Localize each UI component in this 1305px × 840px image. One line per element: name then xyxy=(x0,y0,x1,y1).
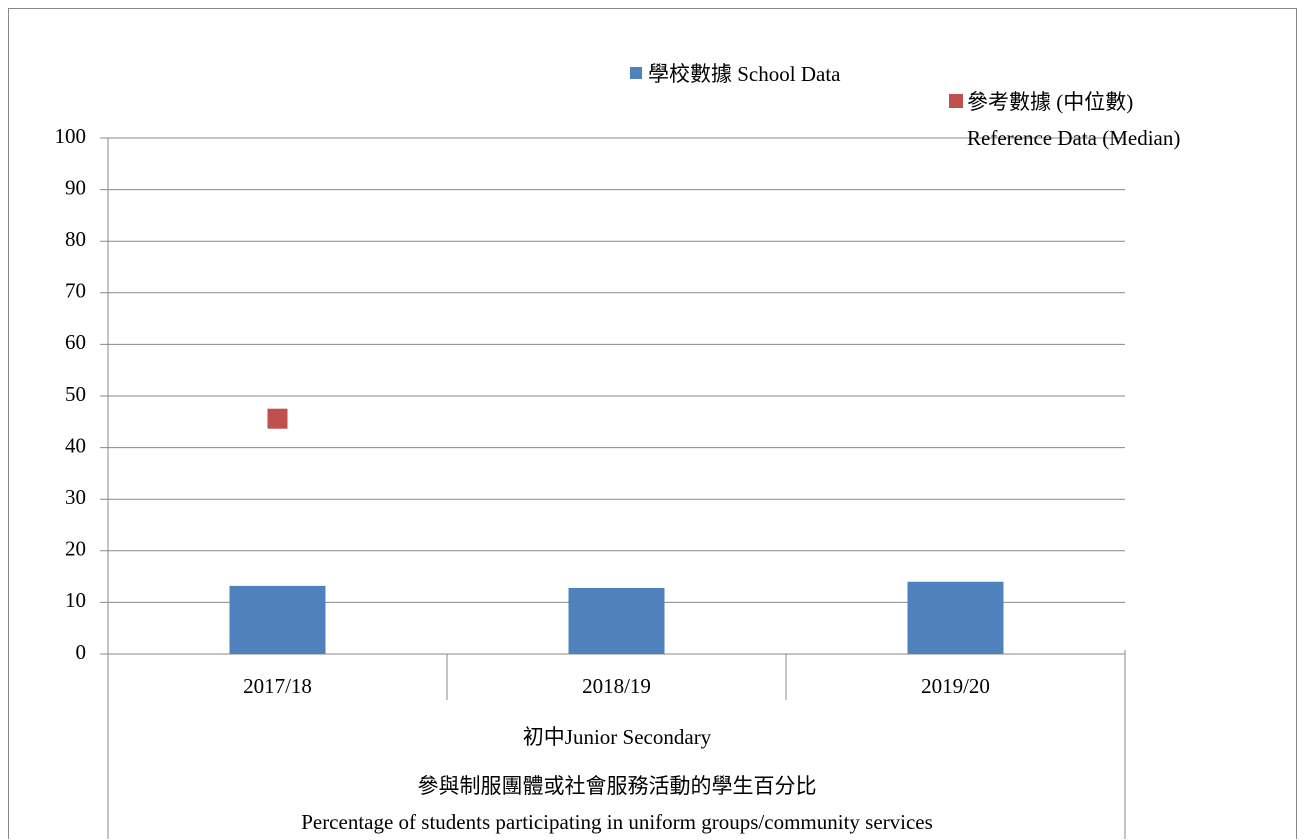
legend-swatch xyxy=(630,67,642,79)
marker xyxy=(267,408,288,429)
bar xyxy=(907,581,1004,654)
y-tick-label: 90 xyxy=(65,175,86,199)
chart-title: 參與制服團體或社會服務活動的學生百分比 Percentage of studen… xyxy=(301,774,933,834)
bar xyxy=(568,587,665,654)
legend-swatch xyxy=(949,94,963,108)
x-tick-label: 2017/18 xyxy=(243,674,312,698)
bar xyxy=(229,585,326,654)
group-label: 初中Junior Secondary xyxy=(522,725,712,749)
legend-label: 參考數據 (中位數) Reference Data (Median) xyxy=(967,90,1181,150)
y-tick-label: 30 xyxy=(65,485,86,509)
legend-label: 學校數據 School Data xyxy=(648,62,841,86)
y-tick-label: 10 xyxy=(65,588,86,612)
x-tick-label: 2018/19 xyxy=(582,674,651,698)
y-tick-label: 100 xyxy=(55,124,87,148)
y-tick-label: 20 xyxy=(65,537,86,561)
y-tick-label: 40 xyxy=(65,433,86,457)
chart-border xyxy=(8,8,1297,839)
y-tick-label: 60 xyxy=(65,330,86,354)
y-tick-label: 0 xyxy=(76,640,87,664)
y-tick-label: 70 xyxy=(65,279,86,303)
y-tick-label: 50 xyxy=(65,382,86,406)
y-tick-label: 80 xyxy=(65,227,86,251)
x-tick-label: 2019/20 xyxy=(921,674,990,698)
